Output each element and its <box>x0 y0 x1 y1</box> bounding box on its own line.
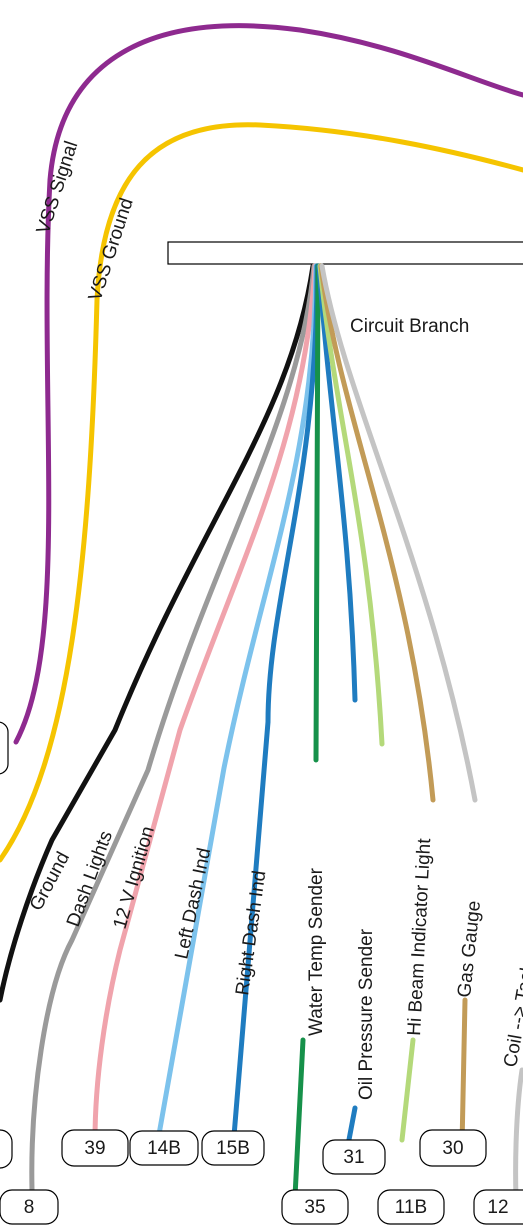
pin-box-vss-signal <box>0 721 9 775</box>
wire-label-right-dash: Right Dash Ind <box>232 869 270 996</box>
wire-label-hi-beam: Hi Beam Indicator Light <box>404 837 435 1036</box>
wire-dash-lights <box>29 263 317 1193</box>
wire-gas-gauge <box>318 263 468 1149</box>
svg-text:15B: 15B <box>216 1138 250 1159</box>
pin-box-14b: 14B <box>129 1130 199 1166</box>
wire-label-gas-gauge: Gas Gauge <box>454 900 485 999</box>
wire-hi-beam <box>317 263 416 1143</box>
pin-box-15b: 15B <box>201 1130 265 1166</box>
svg-text:8: 8 <box>24 1197 35 1218</box>
svg-text:30: 30 <box>442 1138 463 1159</box>
wire-ignition <box>92 263 318 1143</box>
wire-label-dash-lights: Dash Lights <box>63 828 117 929</box>
wire-water-temp <box>291 263 321 1219</box>
pin-box-39: 39 <box>61 1129 129 1167</box>
wire-label-tach: Coil --> Tach <box>500 960 523 1069</box>
svg-text:12: 12 <box>487 1197 508 1218</box>
svg-text:39: 39 <box>84 1138 105 1159</box>
pin-box-11b: 11B <box>377 1189 445 1225</box>
pin-box-8: 8 <box>0 1189 59 1225</box>
circuit-branch-label: Circuit Branch <box>350 316 469 337</box>
wire-oil-pressure <box>316 263 358 1148</box>
wire-label-oil-pressure: Oil Pressure Sender <box>356 928 377 1100</box>
pin-box-31: 31 <box>322 1139 386 1175</box>
wire-ground <box>0 263 316 1003</box>
pin-box-ground <box>0 1129 13 1169</box>
wire-vss-signal <box>13 23 523 745</box>
wire-left-dash <box>155 263 319 1143</box>
pin-box-30: 30 <box>419 1129 487 1167</box>
wire-label-left-dash: Left Dash Ind <box>171 846 215 961</box>
pin-box-35: 35 <box>281 1189 349 1225</box>
wire-label-water-temp: Water Temp Sender <box>306 867 327 1036</box>
pin-box-12: 12 <box>473 1189 523 1225</box>
svg-text:35: 35 <box>304 1197 325 1218</box>
svg-text:31: 31 <box>343 1147 364 1168</box>
wire-label-vss-signal: VSS Signal <box>33 139 83 237</box>
wire-right-dash <box>231 263 320 1139</box>
svg-text:11B: 11B <box>395 1197 427 1218</box>
svg-text:14B: 14B <box>147 1138 181 1159</box>
wire-vss-ground <box>0 122 523 863</box>
circuit-branch-bar <box>167 241 523 265</box>
